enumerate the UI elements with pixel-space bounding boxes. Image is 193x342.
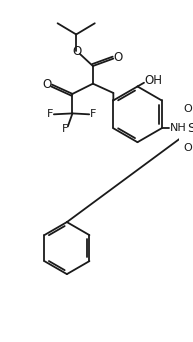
Text: O: O (183, 104, 192, 114)
Text: O: O (73, 45, 82, 58)
Text: O: O (43, 78, 52, 91)
Text: S: S (187, 122, 193, 135)
Text: F: F (62, 124, 68, 134)
Text: O: O (113, 51, 123, 64)
Text: F: F (47, 109, 53, 119)
Text: F: F (90, 109, 96, 119)
Text: OH: OH (144, 75, 162, 88)
Text: O: O (183, 143, 192, 153)
Text: NH: NH (170, 123, 187, 133)
